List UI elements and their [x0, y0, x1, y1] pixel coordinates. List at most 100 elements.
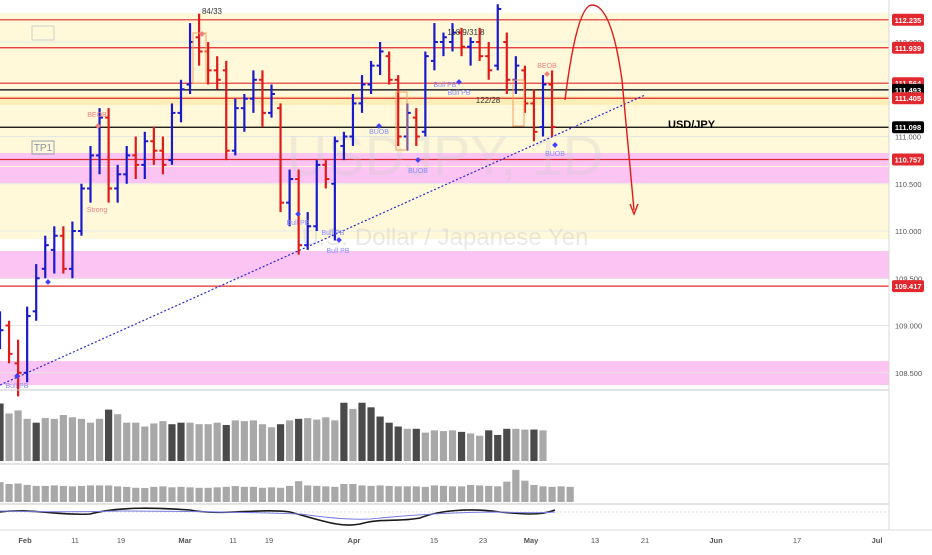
oscillator-bar — [412, 486, 420, 502]
volume-bar — [430, 430, 438, 461]
oscillator-bar — [114, 486, 122, 502]
price-level-label: 111.405 — [895, 94, 921, 103]
annotation-label: 84/33 — [202, 7, 223, 16]
oscillator-bar — [150, 486, 158, 502]
pattern-boxes — [192, 32, 525, 151]
volume-bar — [86, 422, 95, 461]
annotations: 84/33 118.9/31.8 122/28 BEOB BEOB Strong Bull … — [6, 7, 566, 390]
oscillator-bar — [177, 486, 185, 502]
annotation-label: Bull PB — [6, 383, 29, 390]
oscillator-bar — [394, 486, 402, 502]
oscillator-bar — [485, 485, 493, 502]
price-level-tag — [892, 41, 924, 54]
volume-pane: 80000.0040000.000.000 — [0, 389, 924, 466]
price-bar — [222, 60, 230, 161]
price-bar — [0, 311, 4, 350]
oscillator-bar — [457, 486, 466, 502]
annotation-label: Strong — [87, 207, 108, 214]
price-bar — [77, 183, 85, 236]
volume-bar — [213, 422, 221, 461]
price-bar — [59, 226, 67, 274]
price-bar — [349, 93, 357, 146]
price-bar — [449, 23, 456, 52]
volume-bar — [204, 424, 212, 461]
volume-bar — [23, 418, 31, 461]
price-level-label: 111.564 — [895, 79, 922, 88]
volume-bar — [249, 420, 257, 461]
volume-bar — [385, 422, 393, 461]
price-bar — [132, 136, 140, 180]
time-tick: 11 — [229, 536, 237, 545]
volume-bar — [503, 428, 511, 461]
oscillator-bar — [331, 486, 339, 502]
oscillator-bar — [141, 487, 149, 502]
price-bar — [286, 169, 294, 227]
volume-bar — [95, 418, 104, 461]
volume-bar — [50, 418, 58, 461]
price-tick: 109.500 — [895, 274, 922, 283]
oscillator-bar — [159, 486, 167, 502]
oscillator-bar — [566, 486, 574, 502]
oscillator-bar — [68, 486, 76, 502]
volume-bar — [412, 428, 420, 461]
signal-marker — [544, 71, 550, 77]
oscillator-bar — [448, 486, 457, 502]
price-tick: 110.500 — [895, 180, 922, 189]
time-tick: 19 — [117, 536, 125, 545]
price-bar — [87, 145, 94, 203]
price-bar — [68, 221, 76, 279]
price-bar — [521, 65, 529, 113]
volume-bar — [358, 402, 366, 461]
volume-bar — [295, 418, 303, 461]
volume-bar — [114, 414, 122, 461]
price-bar — [304, 212, 312, 250]
oscillator-bar — [132, 487, 140, 502]
oscillator-bar — [258, 487, 267, 502]
price-bar — [41, 235, 49, 279]
annotation-label: BUOB — [369, 129, 389, 136]
price-bar — [123, 145, 131, 184]
oscillator-bar — [32, 485, 40, 502]
annotation-label: Bull PB — [327, 248, 350, 255]
time-tick: Jun — [709, 536, 723, 545]
zone-band — [0, 96, 889, 105]
price-bar — [331, 136, 339, 241]
volume-bar — [231, 420, 239, 461]
signal-marker — [456, 79, 462, 85]
price-bar — [150, 127, 158, 165]
price-bar — [249, 70, 257, 113]
oscillator-bar — [530, 484, 538, 502]
price-bar — [530, 89, 538, 142]
time-tick: May — [524, 536, 539, 545]
oscillator-bar — [512, 469, 520, 502]
oscillator-bar — [367, 485, 375, 502]
price-bar — [258, 70, 266, 128]
oscillator-bar — [186, 487, 194, 502]
price-bar — [114, 164, 122, 203]
oscillator-bar — [286, 485, 294, 502]
price-axis: 112.500112.000111.500111.000110.500110.0… — [888, 0, 932, 530]
oscillator-bar — [5, 484, 13, 502]
oscillator-bar — [494, 486, 502, 502]
price-bar — [412, 108, 420, 146]
volume-bar — [195, 424, 203, 461]
oscillator-pane-1: 250K0 — [0, 463, 912, 507]
volume-bar — [159, 421, 167, 461]
projection-arrow — [564, 4, 639, 216]
volume-bar — [421, 432, 429, 461]
volume-bar — [457, 431, 466, 461]
projection-arrowhead — [629, 203, 639, 216]
volume-bar — [403, 428, 411, 461]
pattern-box — [192, 32, 207, 84]
zone-pink — [0, 167, 889, 183]
watermark-symbol: USDJPY, 1D — [287, 124, 603, 187]
time-axis: Feb 11 19 Mar 11 19 Apr 15 23 May 13 21 Jun 17 Jul — [0, 529, 932, 550]
annotation-label: BUOB — [408, 168, 428, 175]
trend-line — [0, 94, 646, 386]
oscillator-bar — [23, 484, 31, 502]
oscillator-bar — [195, 487, 203, 502]
volume-bar — [105, 409, 113, 461]
time-tick: Mar — [178, 536, 191, 545]
